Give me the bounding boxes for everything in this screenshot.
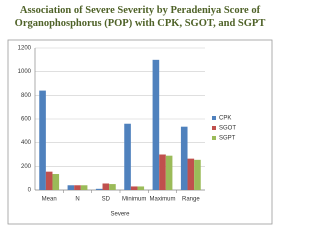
y-tick-label: 1200 (18, 46, 32, 52)
legend-swatch (212, 116, 216, 120)
bar (95, 188, 103, 190)
x-tick-label: Maximum (149, 197, 175, 203)
x-tick-label: Minimum (122, 197, 146, 203)
legend-label: SGPT (219, 136, 236, 142)
legend-label: CPK (219, 116, 231, 122)
y-tick-label: 200 (21, 164, 32, 170)
chart-border (7, 39, 273, 225)
y-tick-label: 0 (28, 188, 32, 194)
legend-swatch (212, 136, 216, 140)
chart-title: Association of Severe Severity by Perade… (14, 5, 266, 29)
y-tick-label: 400 (21, 140, 32, 146)
x-axis-label: Severe (110, 212, 130, 218)
page: {"chart_data": {"type": "bar", "title": … (7, 5, 273, 225)
x-tick-label: SD (102, 197, 111, 203)
bar (165, 155, 173, 190)
x-tick-label: Range (182, 197, 200, 203)
legend-label: SGOT (219, 126, 236, 132)
bar (137, 186, 145, 190)
x-tick-label: Mean (42, 197, 57, 203)
bar (80, 185, 88, 190)
bar (124, 123, 131, 190)
y-tick-label: 600 (21, 117, 32, 123)
y-tick-label: 800 (21, 93, 32, 99)
legend-swatch (212, 126, 216, 130)
bar (45, 171, 53, 190)
bar (130, 186, 138, 190)
chart: Severe 0 200 400 600 800 1000 1200 Mean N SD Minim… (7, 39, 273, 225)
bar (74, 185, 81, 190)
bar (159, 154, 166, 190)
x-tick-label: N (75, 197, 79, 203)
bar (109, 184, 116, 190)
bar (39, 90, 46, 190)
bar (67, 185, 75, 190)
bar (152, 59, 160, 191)
bar (102, 183, 110, 190)
bar (187, 158, 195, 190)
bar (194, 159, 201, 190)
bar (52, 174, 60, 190)
y-tick-label: 1000 (18, 69, 32, 75)
bar (180, 126, 188, 190)
